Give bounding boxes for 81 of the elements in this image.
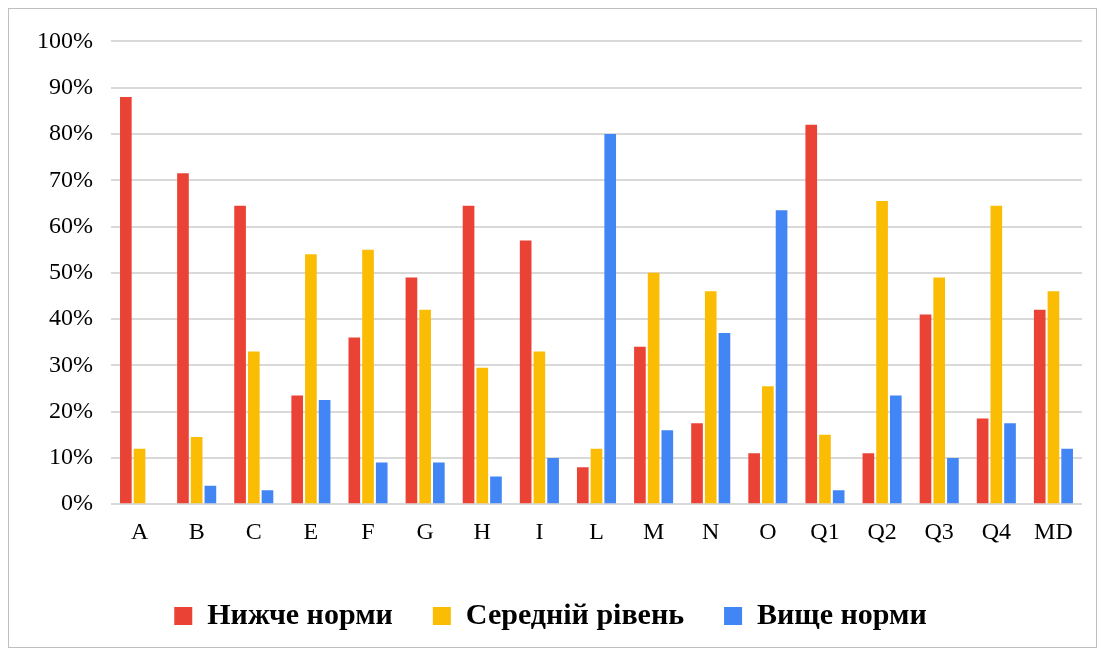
- bar: [519, 240, 532, 504]
- x-tick-label: O: [759, 517, 777, 544]
- bar: [704, 291, 717, 504]
- x-tick-label: B: [188, 517, 205, 544]
- bar: [590, 448, 603, 504]
- bar: [762, 386, 774, 504]
- bar: [748, 453, 760, 504]
- bar: [947, 457, 959, 504]
- legend-label: Нижче норми: [207, 596, 393, 630]
- bar: [120, 96, 132, 504]
- bar: [261, 490, 274, 504]
- bar: [476, 367, 489, 504]
- bar: [862, 453, 875, 504]
- x-tick-label: E: [303, 517, 319, 544]
- y-tick-label: 90%: [48, 72, 93, 99]
- bar: [204, 485, 217, 504]
- legend-label: Вище норми: [757, 596, 927, 630]
- bar: [634, 346, 646, 504]
- x-tick-label: MD: [1034, 517, 1073, 544]
- bar: [876, 201, 888, 504]
- bar: [375, 462, 388, 504]
- bar: [805, 124, 818, 504]
- bar: [604, 133, 617, 504]
- bar: [889, 395, 902, 504]
- bar: [1033, 309, 1046, 504]
- bar: [348, 337, 361, 504]
- x-tick-label: Q4: [981, 517, 1011, 544]
- bar: [547, 457, 559, 504]
- bar: [661, 430, 674, 504]
- y-tick-label: 50%: [48, 258, 93, 285]
- bar: [919, 314, 932, 504]
- bar: [305, 254, 317, 504]
- x-tick-label: Q2: [867, 517, 897, 544]
- bar: [1004, 423, 1016, 504]
- bar: [647, 272, 660, 504]
- legend-label: Середній рівень: [465, 596, 685, 630]
- x-tick-label: I: [535, 517, 544, 544]
- y-tick-label: 40%: [48, 304, 93, 331]
- bar: [462, 205, 475, 504]
- bar: [419, 309, 431, 504]
- x-tick-label: F: [361, 517, 375, 544]
- bar: [247, 351, 260, 504]
- bar: [490, 476, 502, 504]
- y-tick-label: 0%: [60, 489, 93, 516]
- bar: [291, 395, 304, 504]
- bar: [576, 467, 589, 504]
- x-tick-label: G: [416, 517, 434, 544]
- bar: [718, 332, 731, 504]
- y-tick-label: 30%: [48, 350, 93, 377]
- x-tick-label: M: [642, 517, 665, 544]
- y-tick-label: 70%: [48, 165, 93, 192]
- y-tick-label: 80%: [48, 119, 93, 146]
- x-tick-label: N: [702, 517, 720, 544]
- y-tick-label: 100%: [36, 26, 93, 53]
- bar: [832, 490, 845, 504]
- bar: [1047, 291, 1060, 504]
- x-tick-label: A: [130, 517, 149, 544]
- bar: [234, 205, 246, 504]
- y-tick-label: 20%: [48, 396, 93, 423]
- bar: [775, 210, 788, 504]
- bar: [933, 277, 946, 504]
- x-tick-label: Q3: [924, 517, 954, 544]
- bar: [691, 423, 703, 504]
- bar: [819, 434, 831, 504]
- y-tick-label: 10%: [48, 443, 93, 470]
- bar: [533, 351, 546, 504]
- bar: [405, 277, 418, 504]
- x-tick-label: C: [245, 517, 262, 544]
- bar: [433, 462, 445, 504]
- x-tick-label: Q1: [810, 517, 840, 544]
- bar: [990, 205, 1003, 504]
- x-tick-label: L: [589, 517, 604, 544]
- bar: [190, 437, 203, 504]
- bar: [318, 400, 331, 504]
- bar: [362, 249, 374, 504]
- bar: [976, 418, 989, 504]
- y-tick-label: 60%: [48, 211, 93, 238]
- bar: [1061, 448, 1073, 504]
- x-tick-label: H: [473, 517, 491, 544]
- bar: [177, 173, 189, 504]
- bar: [133, 448, 146, 504]
